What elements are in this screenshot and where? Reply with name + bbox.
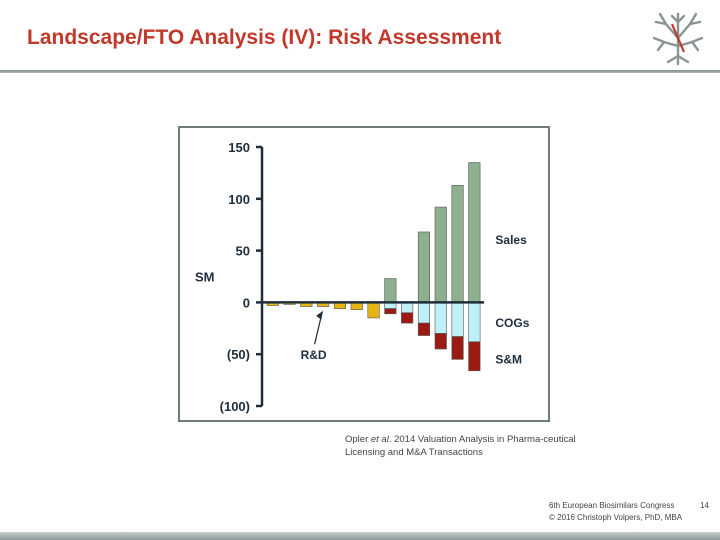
y-tick-label: 0: [243, 295, 250, 310]
y-tick-label: (100): [220, 399, 250, 414]
bar-s-m: [434, 333, 447, 350]
slide-title: Landscape/FTO Analysis (IV): Risk Assess…: [27, 26, 502, 49]
rnd-arrow-head: [316, 310, 324, 320]
bar-sales: [468, 162, 481, 303]
bar-s-m: [417, 322, 430, 336]
slide-footer: 6th European Biosimilars Congress 14 © 2…: [549, 500, 709, 524]
chart-frame: [178, 126, 550, 422]
bar-sales: [434, 206, 447, 303]
bar-cogs: [434, 302, 447, 334]
bar-sales: [384, 278, 397, 303]
bar-s-m: [401, 312, 414, 324]
bar-s-m: [451, 336, 464, 360]
bar-s-m: [384, 308, 397, 315]
y-tick-label: 150: [228, 140, 250, 155]
chart-source-caption: Opler et al. 2014 Valuation Analysis in …: [345, 433, 585, 459]
bar-cogs: [451, 302, 464, 337]
page-number: 14: [700, 501, 709, 510]
bar-cogs: [417, 302, 430, 324]
annotation-sales: Sales: [495, 233, 527, 247]
y-tick-label: (50): [227, 347, 250, 362]
y-tick-label: 50: [236, 244, 250, 259]
bar-cogs: [401, 302, 414, 314]
caption-etal: et al: [370, 434, 389, 445]
footer-copyright: © 2016 Christoph Volpers, PhD, MBA: [549, 513, 683, 522]
annotation-s-m: S&M: [495, 352, 522, 366]
caption-reference: . 2014 Valuation Analysis in Pharma-ceut…: [345, 434, 576, 458]
bottom-bar: [0, 532, 720, 540]
rnd-arrow-line: [314, 316, 322, 345]
caption-authors: Opler: [345, 434, 371, 445]
bar-sales: [451, 185, 464, 303]
footer-congress: 6th European Biosimilars Congress: [549, 501, 675, 510]
annotation-r-d: R&D: [301, 348, 327, 362]
y-axis-label: SM: [195, 270, 215, 285]
bar-s-m: [468, 341, 481, 372]
tree-logo-icon: [652, 12, 704, 66]
bar-cogs: [468, 302, 481, 343]
bar-sales: [417, 231, 430, 303]
annotation-cogs: COGs: [495, 316, 529, 330]
title-divider: [0, 70, 720, 73]
bar-r-d: [367, 302, 380, 319]
chart: 150 100 50 0 (50) (100) SM Sales COGs S&M R&D: [195, 140, 530, 414]
y-tick-label: 100: [228, 192, 250, 207]
